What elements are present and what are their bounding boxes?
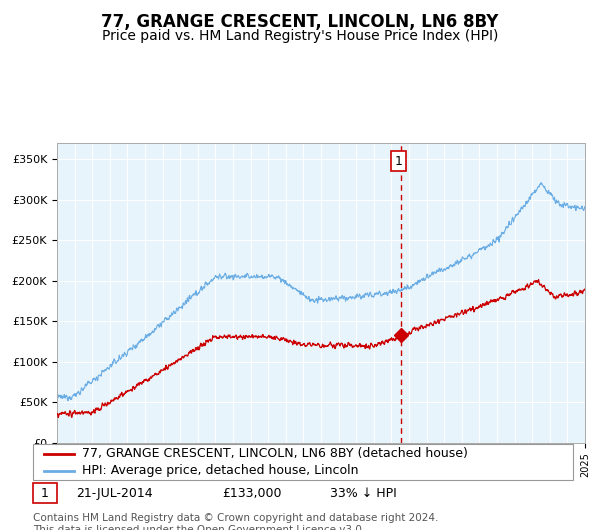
Text: Contains HM Land Registry data © Crown copyright and database right 2024.
This d: Contains HM Land Registry data © Crown c… [33,513,439,530]
Text: 77, GRANGE CRESCENT, LINCOLN, LN6 8BY: 77, GRANGE CRESCENT, LINCOLN, LN6 8BY [101,13,499,31]
Text: HPI: Average price, detached house, Lincoln: HPI: Average price, detached house, Linc… [82,464,358,477]
Text: 21-JUL-2014: 21-JUL-2014 [76,487,153,500]
Text: Price paid vs. HM Land Registry's House Price Index (HPI): Price paid vs. HM Land Registry's House … [102,29,498,43]
Text: 33% ↓ HPI: 33% ↓ HPI [330,487,397,500]
Text: £133,000: £133,000 [222,487,281,500]
Bar [33,483,57,504]
Text: 77, GRANGE CRESCENT, LINCOLN, LN6 8BY (detached house): 77, GRANGE CRESCENT, LINCOLN, LN6 8BY (d… [82,447,467,460]
Text: 1: 1 [395,155,403,167]
Text: 1: 1 [41,487,49,500]
